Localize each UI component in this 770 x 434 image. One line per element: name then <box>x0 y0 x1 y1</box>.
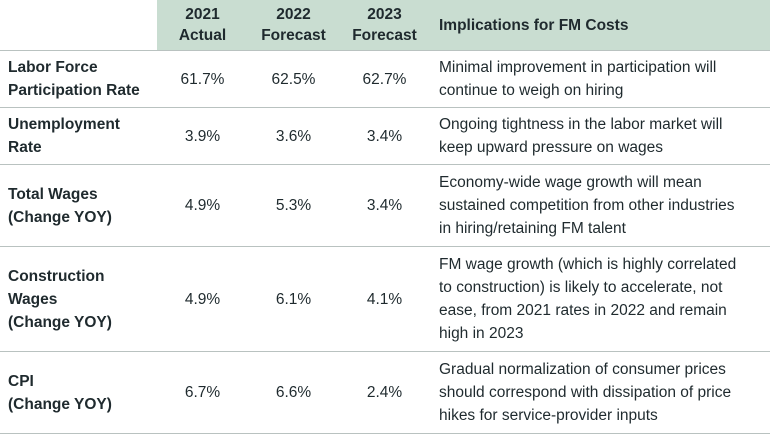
header-2023-forecast: 2023 Forecast <box>339 0 430 51</box>
row-label: Unemployment Rate <box>0 107 157 165</box>
implication-text: Ongoing tightness in the labor market wi… <box>430 107 770 165</box>
value-2021: 61.7% <box>157 50 248 108</box>
header-implications: Implications for FM Costs <box>430 0 770 51</box>
row-label: CPI (Change YOY) <box>0 351 157 434</box>
value-2022: 3.6% <box>248 107 339 165</box>
table-row: Unemployment Rate 3.9% 3.6% 3.4% Ongoing… <box>0 107 770 165</box>
value-2021: 4.9% <box>157 246 248 352</box>
table-row: CPI (Change YOY) 6.7% 6.6% 2.4% Gradual … <box>0 351 770 434</box>
header-row: 2021 Actual 2022 Forecast 2023 Forecast … <box>0 0 770 51</box>
value-2022: 5.3% <box>248 164 339 247</box>
implication-text: FM wage growth (which is highly correlat… <box>430 246 770 352</box>
value-2023: 3.4% <box>339 107 430 165</box>
table-row: Total Wages (Change YOY) 4.9% 5.3% 3.4% … <box>0 164 770 247</box>
header-2022-forecast: 2022 Forecast <box>248 0 339 51</box>
value-2023: 4.1% <box>339 246 430 352</box>
implication-text: Economy-wide wage growth will mean susta… <box>430 164 770 247</box>
value-2021: 3.9% <box>157 107 248 165</box>
table-row: Construction Wages (Change YOY) 4.9% 6.1… <box>0 246 770 352</box>
value-2021: 6.7% <box>157 351 248 434</box>
implication-text: Minimal improvement in participation wil… <box>430 50 770 108</box>
header-2021-actual: 2021 Actual <box>157 0 248 51</box>
implication-text: Gradual normalization of consumer prices… <box>430 351 770 434</box>
row-label: Total Wages (Change YOY) <box>0 164 157 247</box>
row-label: Construction Wages (Change YOY) <box>0 246 157 352</box>
row-label: Labor Force Participation Rate <box>0 50 157 108</box>
value-2023: 62.7% <box>339 50 430 108</box>
value-2022: 62.5% <box>248 50 339 108</box>
value-2023: 3.4% <box>339 164 430 247</box>
value-2022: 6.6% <box>248 351 339 434</box>
value-2023: 2.4% <box>339 351 430 434</box>
header-blank-cell <box>0 0 157 51</box>
table-row: Labor Force Participation Rate 61.7% 62.… <box>0 50 770 108</box>
value-2021: 4.9% <box>157 164 248 247</box>
value-2022: 6.1% <box>248 246 339 352</box>
